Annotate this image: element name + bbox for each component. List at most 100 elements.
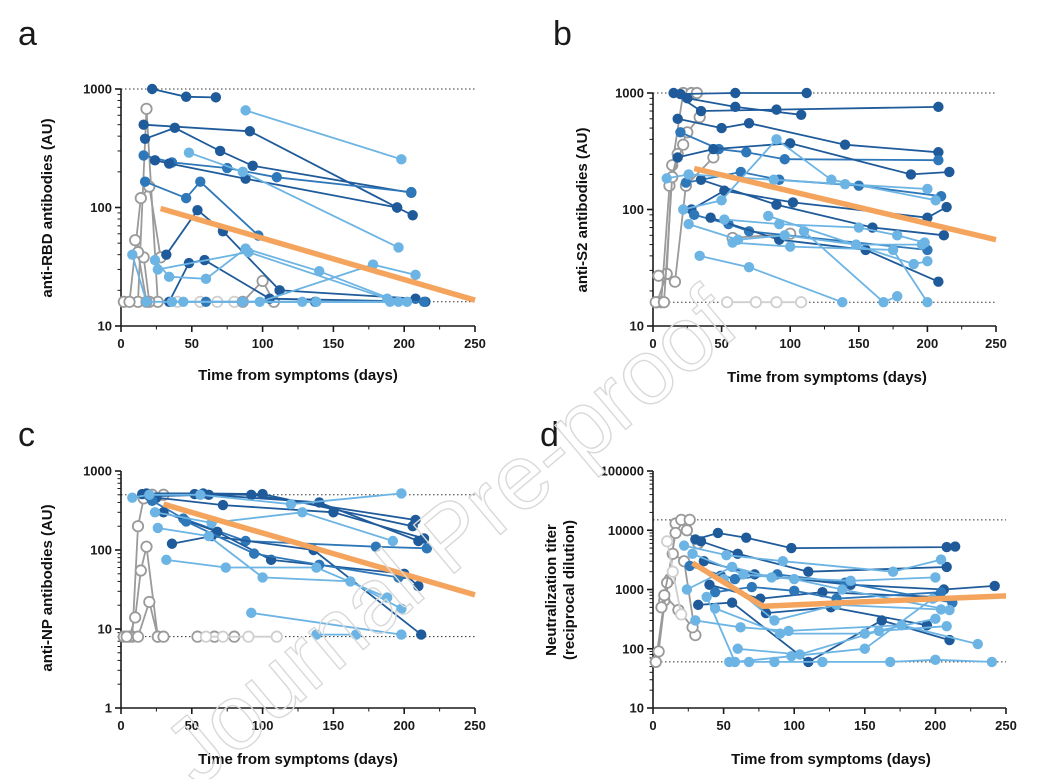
data-point-d-16-2 <box>873 625 885 637</box>
x-tick-label-d-4: 200 <box>925 718 947 733</box>
data-point-d-9-0 <box>687 548 698 560</box>
data-point-d-4-0 <box>704 579 715 591</box>
data-point-b-24-3 <box>795 296 808 309</box>
series-line-c-9 <box>154 511 394 542</box>
series-line-b-14 <box>699 255 843 304</box>
y-tick-label-d-1: 100 <box>622 641 644 656</box>
series-c-16 <box>120 595 170 643</box>
data-point-a-18-0 <box>129 234 142 247</box>
series-line-d-16 <box>737 625 947 656</box>
panel-letter-b: b <box>553 15 572 53</box>
data-point-b-2-1 <box>730 101 741 113</box>
x-tick-label-b-1: 50 <box>714 336 728 351</box>
y-tick-label-b-1: 100 <box>622 202 644 217</box>
data-point-d-0-4 <box>941 541 952 553</box>
series-line-a-4 <box>154 159 398 209</box>
data-point-b-15-0 <box>719 214 730 225</box>
data-point-d-7-4 <box>935 587 947 598</box>
data-point-d-8-0 <box>678 540 690 551</box>
data-point-a-2-0 <box>139 133 151 144</box>
data-point-d-9-3 <box>837 584 848 595</box>
data-point-b-15-2 <box>853 222 864 233</box>
y-tick-label-c-0: 1 <box>105 701 112 716</box>
data-point-d-1-0 <box>695 536 707 547</box>
data-point-b-8-0 <box>688 209 700 221</box>
data-point-b-3-0 <box>672 113 683 125</box>
series-d-13 <box>724 654 998 668</box>
series-a-10 <box>183 147 404 253</box>
series-line-d-13 <box>729 658 992 663</box>
y-axis-title-d-line2: (reciprocal dilution) <box>561 520 578 660</box>
data-point-b-15-4 <box>919 237 930 248</box>
data-point-b-12-1 <box>716 195 727 206</box>
data-point-a-16-2 <box>140 102 153 115</box>
series-b-11 <box>661 169 933 195</box>
data-point-a-11-1 <box>163 271 175 283</box>
series-b-2 <box>682 93 807 120</box>
series-b-9 <box>695 174 950 241</box>
data-point-b-1-2 <box>801 87 812 99</box>
x-tick-label-b-3: 150 <box>848 336 870 351</box>
data-point-b-14-0 <box>694 250 705 262</box>
axes-d: 10 100 1000 10000 100000 0 50 100 150 200 250 <box>601 464 1017 734</box>
y-axis-title-a: anti-RBD antibodies (AU) <box>39 118 56 297</box>
data-point-c-6-3 <box>415 629 427 640</box>
data-point-c-8-0 <box>127 492 138 503</box>
data-point-b-10-3 <box>933 276 944 287</box>
y-tick-label-c-2: 100 <box>90 543 112 558</box>
series-c-12 <box>246 607 407 640</box>
series-d-10 <box>681 561 941 595</box>
series-d-0 <box>690 527 961 554</box>
data-point-d-14-1 <box>769 615 780 626</box>
x-tick-label-d-5: 250 <box>995 718 1017 733</box>
data-point-c-7-1 <box>248 548 260 559</box>
data-point-d-14-3 <box>935 604 947 615</box>
trend-line-a <box>159 205 476 303</box>
series-line-c-7 <box>185 520 399 579</box>
data-point-a-15-3 <box>401 296 413 308</box>
x-tick-label-a-0: 0 <box>117 336 124 351</box>
data-point-c-5-4 <box>413 580 424 592</box>
data-point-b-2-0 <box>682 93 693 104</box>
data-point-c-18-1 <box>216 630 230 643</box>
series-a-0 <box>146 83 222 103</box>
data-point-d-21-0 <box>661 535 674 548</box>
data-point-a-0-1 <box>180 91 192 102</box>
data-point-d-13-1 <box>743 656 755 668</box>
series-line-d-15 <box>714 607 936 635</box>
y-axis-title-c: anti-NP antibodies (AU) <box>39 504 56 671</box>
y-tick-label-a-0: 10 <box>98 319 112 334</box>
data-point-a-13-0 <box>127 249 138 260</box>
x-tick-label-a-4: 200 <box>393 336 415 351</box>
data-point-a-9-1 <box>396 154 407 165</box>
data-point-a-2-2 <box>214 145 226 157</box>
series-line-c-6 <box>171 535 422 636</box>
data-point-c-16-1 <box>131 630 145 643</box>
data-point-d-21-1 <box>666 565 679 578</box>
data-point-d-13-4 <box>885 656 896 668</box>
data-point-d-15-3 <box>930 613 941 625</box>
series-b-17 <box>763 210 933 270</box>
data-point-d-0-2 <box>740 532 752 543</box>
x-axis-title-b: Time from symptoms (days) <box>727 369 927 386</box>
series-line-b-9 <box>700 178 944 237</box>
data-point-a-2-1 <box>169 122 181 134</box>
data-point-c-15-3 <box>140 540 153 553</box>
data-point-b-10-0 <box>705 212 716 223</box>
data-point-c-3-1 <box>217 499 229 511</box>
data-point-a-6-0 <box>161 249 172 260</box>
data-point-d-9-4 <box>944 604 955 616</box>
series-c-18 <box>199 630 283 643</box>
data-point-b-24-2 <box>770 296 783 309</box>
y-tick-label-b-2: 1000 <box>615 86 644 101</box>
x-tick-label-c-4: 200 <box>393 718 415 733</box>
x-axis-title-a: Time from symptoms (days) <box>198 367 398 384</box>
data-point-d-11-0 <box>690 615 701 626</box>
y-tick-label-c-3: 1000 <box>83 464 112 479</box>
data-point-d-7-2 <box>789 585 800 597</box>
series-line-b-17 <box>767 215 928 266</box>
data-point-d-12-0 <box>701 591 712 603</box>
data-point-c-2-2 <box>314 497 325 508</box>
data-point-c-18-3 <box>270 630 283 643</box>
